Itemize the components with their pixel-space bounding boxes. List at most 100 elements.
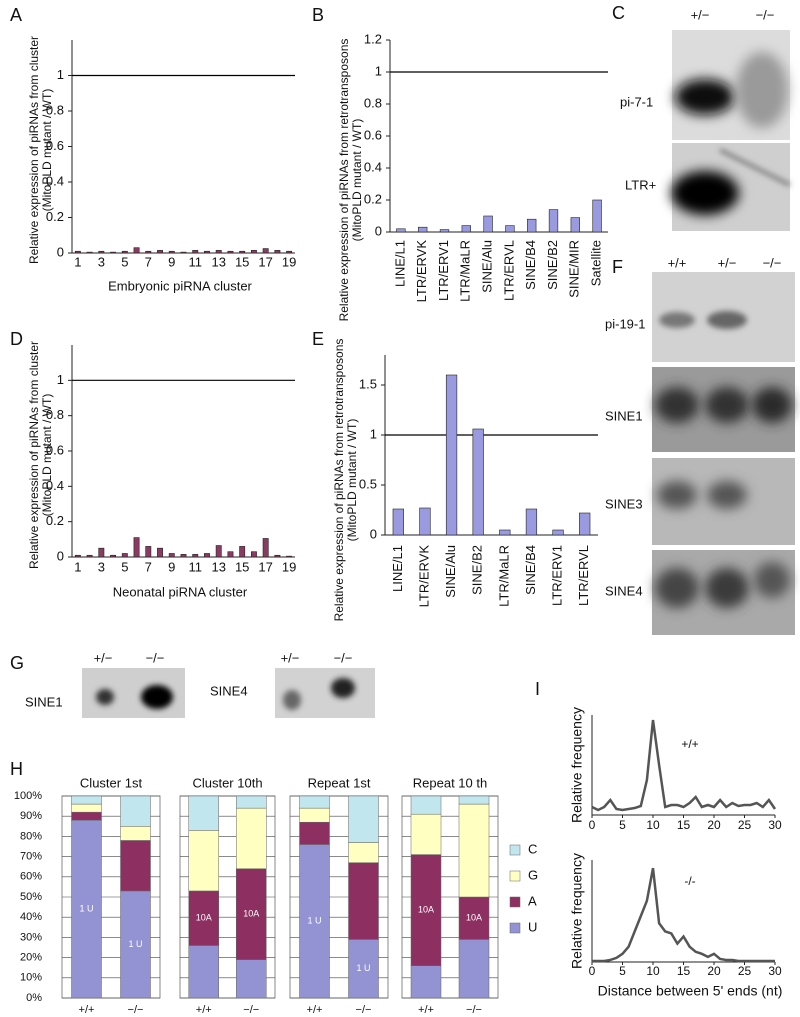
legend-swatch (509, 844, 521, 856)
x-tick-label: 9 (168, 559, 175, 574)
bar (525, 508, 538, 536)
y-axis-label: (MitoPLD mutant / WT) (345, 419, 359, 542)
y-tick-label: 0 (57, 244, 64, 259)
x-axis-label: Embryonic piRNA cluster (108, 278, 252, 293)
bar (419, 507, 431, 536)
plot-title: -/- (684, 874, 695, 888)
y-tick-label: 1 (57, 372, 64, 387)
bar (592, 199, 602, 233)
x-tick-label: Satellite (589, 240, 604, 286)
y-tick-label: 100% (14, 790, 42, 802)
bar-segment (188, 830, 219, 892)
lane-label: +/− (94, 650, 113, 665)
legend-swatch (509, 870, 521, 882)
blot-c (671, 30, 791, 231)
x-axis-label: Neonatal piRNA cluster (113, 584, 248, 599)
panel-letter: A (10, 5, 22, 25)
x-tick-label: 19 (282, 254, 296, 269)
x-tick-label: 15 (677, 818, 691, 832)
x-tick-label: 5 (121, 254, 128, 269)
bar (180, 554, 187, 558)
x-tick-label: 17 (258, 254, 272, 269)
panel-letter: H (10, 759, 23, 779)
bar (239, 250, 246, 254)
y-tick-label: 0.4 (46, 478, 64, 493)
y-tick-label: 0.8 (46, 102, 64, 117)
panel-letter: I (535, 679, 540, 699)
x-tick-label: SINE/B2 (470, 545, 485, 595)
bar (133, 537, 140, 558)
legend-label: C (528, 841, 537, 856)
row-label: pi-19-1 (605, 316, 645, 331)
y-axis-label: (MitoPLD mutant / WT) (350, 119, 364, 242)
bar (439, 229, 450, 233)
bar-segment (120, 826, 151, 841)
bar-segment (71, 811, 102, 821)
bar-segment (410, 813, 442, 855)
bar (74, 250, 81, 254)
x-tick-label: 5 (619, 964, 626, 978)
y-tick-label: 1 (57, 67, 64, 82)
bar-segment (458, 896, 490, 940)
y-axis-label: Relative frequency (569, 853, 585, 969)
bar (98, 250, 105, 254)
bar (98, 547, 105, 558)
y-tick-label: 90% (20, 810, 42, 822)
line (591, 719, 777, 812)
lane-label: −/− (756, 7, 775, 22)
y-tick-label: 0.2 (46, 513, 64, 528)
y-tick-label: 60% (20, 871, 42, 883)
legend-label: U (528, 919, 537, 934)
y-tick-label: 0.4 (364, 159, 382, 174)
x-tick-label: 11 (188, 559, 202, 574)
legend-swatch (509, 896, 521, 908)
x-tick-label: 1 (74, 254, 81, 269)
bar (286, 250, 293, 254)
bar (445, 374, 458, 536)
row-label: SINE1 (605, 408, 643, 423)
lane-label: +/− (718, 255, 737, 270)
y-tick-label: 30% (20, 931, 42, 943)
row-label: SINE4 (210, 683, 248, 698)
bar (579, 512, 591, 536)
x-tick-label: 11 (188, 254, 202, 269)
bar-segment (71, 819, 102, 999)
y-tick-label: 40% (20, 911, 42, 923)
bar-segment (299, 844, 330, 999)
x-tick-label: 3 (98, 254, 105, 269)
row-label: pi-7-1 (620, 94, 653, 109)
y-tick-label: 0 (375, 223, 382, 238)
x-tick-label: SINE/Alu (480, 240, 495, 293)
bar-segment (120, 840, 151, 892)
lane-label: −/− (763, 255, 782, 270)
bar-segment (188, 890, 219, 946)
x-tick-label: 10 (646, 964, 660, 978)
panel-letter: D (10, 329, 23, 349)
x-tick-label: 0 (589, 964, 596, 978)
group-title: Repeat 1st (308, 775, 371, 790)
row-label: LTR+ (625, 177, 656, 192)
bar (157, 250, 163, 254)
x-tick-label: 20 (707, 818, 721, 832)
legend-label: A (528, 893, 537, 908)
bar-segment (188, 795, 219, 831)
y-tick-label: 0.8 (46, 407, 64, 422)
bar (396, 228, 406, 233)
bar-segment (458, 803, 490, 898)
bar (215, 250, 222, 254)
bar (286, 555, 293, 558)
y-axis-label: Relative expression of piRNAs from clust… (27, 36, 41, 264)
bar (110, 554, 117, 558)
bar (110, 251, 117, 254)
x-tick-label: −/− (356, 1004, 372, 1016)
x-tick-label: 7 (145, 254, 152, 269)
x-tick-label: 3 (98, 559, 105, 574)
x-tick-label: LINE/L1 (392, 240, 407, 287)
y-tick-label: 0.2 (46, 209, 64, 224)
y-tick-label: 20% (20, 952, 42, 964)
y-tick-label: 0.6 (46, 138, 64, 153)
x-tick-label: SINE/B4 (523, 240, 538, 290)
bar-annotation: 1 U (128, 939, 142, 949)
bar (552, 529, 564, 536)
